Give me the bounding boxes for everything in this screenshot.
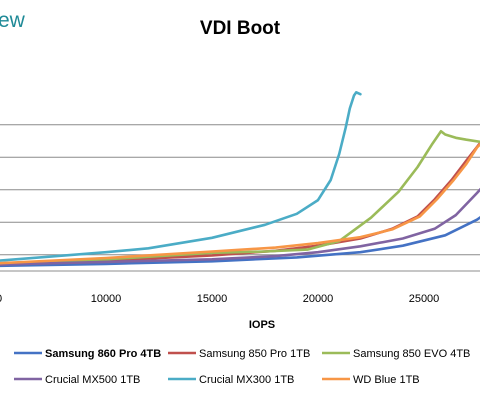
legend-label: Crucial MX500 1TB [45, 374, 140, 386]
series-line [0, 91, 362, 262]
x-tick-label: 10000 [91, 293, 122, 305]
x-axis-title: IOPS [249, 319, 275, 331]
legend-label: Crucial MX300 1TB [199, 374, 294, 386]
series-lines [0, 91, 480, 268]
series-line [0, 142, 480, 265]
series-line [0, 130, 480, 266]
y-gridlines [0, 124, 480, 256]
series-line [0, 142, 480, 266]
x-tick-labels: 00 10000 15000 20000 25000 [0, 293, 439, 305]
chart-title: VDI Boot [200, 18, 281, 39]
legend: Samsung 860 Pro 4TB Samsung 850 Pro 1TB Sa… [14, 348, 470, 386]
legend-label: Samsung 850 EVO 4TB [353, 348, 470, 360]
x-tick-label: 15000 [197, 293, 228, 305]
logo-text: ew [0, 9, 26, 32]
series-line [0, 216, 480, 268]
x-tick-label: 25000 [409, 293, 440, 305]
series-line [0, 187, 480, 266]
legend-label: Samsung 850 Pro 1TB [199, 348, 310, 360]
legend-label: WD Blue 1TB [353, 374, 420, 386]
x-tick-label: 00 [0, 293, 2, 305]
legend-label: Samsung 860 Pro 4TB [45, 348, 161, 360]
x-tick-label: 20000 [303, 293, 334, 305]
